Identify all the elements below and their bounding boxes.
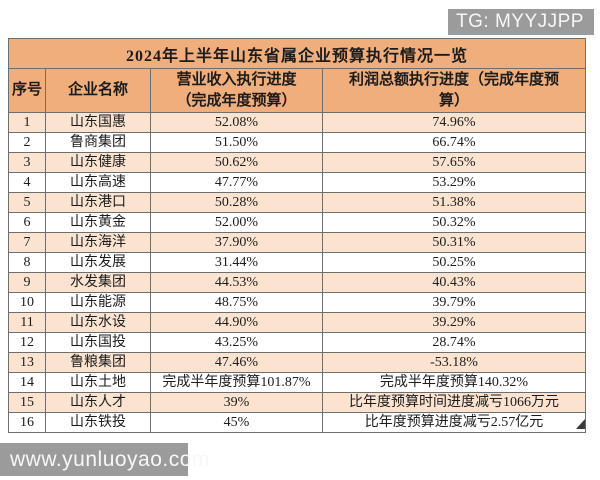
cell-serial: 2 bbox=[8, 132, 46, 153]
cell-company-name: 山东发展 bbox=[45, 252, 151, 273]
cell-serial: 4 bbox=[8, 172, 46, 193]
cell-serial: 10 bbox=[8, 292, 46, 313]
cell-company-name: 山东海洋 bbox=[45, 232, 151, 253]
cell-profit-progress: 50.31% bbox=[321, 232, 587, 253]
cell-revenue-progress: 44.90% bbox=[150, 312, 323, 333]
cell-revenue-progress: 43.25% bbox=[150, 332, 323, 353]
budget-table: 2024年上半年山东省属企业预算执行情况一览 序号 企业名称 营业收入执行进度 … bbox=[7, 38, 587, 433]
cell-serial: 6 bbox=[8, 212, 46, 233]
cell-company-name: 山东健康 bbox=[45, 152, 151, 173]
cell-company-name: 山东高速 bbox=[45, 172, 151, 193]
col-header-company: 企业名称 bbox=[45, 68, 151, 113]
table-title: 2024年上半年山东省属企业预算执行情况一览 bbox=[7, 38, 587, 69]
cell-serial: 5 bbox=[8, 192, 46, 213]
cell-company-name: 水发集团 bbox=[45, 272, 151, 293]
col-header-serial: 序号 bbox=[8, 68, 46, 113]
cell-profit-progress: 51.38% bbox=[321, 192, 587, 213]
cell-revenue-progress: 50.62% bbox=[150, 152, 323, 173]
col-header-revenue: 营业收入执行进度 （完成年度预算） bbox=[150, 68, 323, 113]
table-row: 5 山东港口 50.28% 51.38% bbox=[8, 192, 587, 213]
cell-company-name: 山东土地 bbox=[45, 372, 151, 393]
cell-company-name: 山东能源 bbox=[45, 292, 151, 313]
cell-revenue-progress: 完成半年度预算101.87% bbox=[150, 372, 323, 393]
cell-profit-progress: 50.32% bbox=[321, 212, 587, 233]
cell-profit-progress: 39.79% bbox=[321, 292, 587, 313]
cell-profit-progress: 完成半年度预算140.32% bbox=[321, 372, 587, 393]
cell-company-name: 山东水设 bbox=[45, 312, 151, 333]
table-row: 2 鲁商集团 51.50% 66.74% bbox=[8, 132, 587, 153]
table-row: 15 山东人才 39% 比年度预算时间进度减亏1066万元 bbox=[8, 392, 587, 413]
cell-revenue-progress: 37.90% bbox=[150, 232, 323, 253]
cell-serial: 3 bbox=[8, 152, 46, 173]
cell-company-name: 山东国惠 bbox=[45, 112, 151, 133]
table-title-row: 2024年上半年山东省属企业预算执行情况一览 bbox=[7, 38, 587, 69]
cell-serial: 14 bbox=[8, 372, 46, 393]
cell-revenue-progress: 51.50% bbox=[150, 132, 323, 153]
cell-revenue-progress: 47.77% bbox=[150, 172, 323, 193]
table-row: 10 山东能源 48.75% 39.79% bbox=[8, 292, 587, 313]
table-row: 11 山东水设 44.90% 39.29% bbox=[8, 312, 587, 333]
table-row: 8 山东发展 31.44% 50.25% bbox=[8, 252, 587, 273]
table-row: 13 鲁粮集团 47.46% -53.18% bbox=[8, 352, 587, 373]
watermark-telegram: TG: MYYJJPP bbox=[448, 9, 594, 35]
cell-revenue-progress: 52.00% bbox=[150, 212, 323, 233]
cell-revenue-progress: 44.53% bbox=[150, 272, 323, 293]
table-row: 4 山东高速 47.77% 53.29% bbox=[8, 172, 587, 193]
table-row: 16 山东铁投 45% 比年度预算进度减亏2.57亿元 bbox=[8, 412, 587, 433]
cell-revenue-progress: 39% bbox=[150, 392, 323, 413]
table-header-row: 序号 企业名称 营业收入执行进度 （完成年度预算） 利润总额执行进度（完成年度预… bbox=[8, 68, 587, 113]
cell-revenue-progress: 50.28% bbox=[150, 192, 323, 213]
table-row: 1 山东国惠 52.08% 74.96% bbox=[8, 112, 587, 133]
cell-serial: 1 bbox=[8, 112, 46, 133]
cell-profit-progress: 40.43% bbox=[321, 272, 587, 293]
cell-company-name: 山东港口 bbox=[45, 192, 151, 213]
watermark-website: www.yunluoyao.com bbox=[0, 443, 209, 476]
cell-profit-progress: 74.96% bbox=[321, 112, 587, 133]
cell-profit-progress: 57.65% bbox=[321, 152, 587, 173]
cell-serial: 16 bbox=[8, 412, 46, 433]
cell-serial: 11 bbox=[8, 312, 46, 333]
table-row: 14 山东土地 完成半年度预算101.87% 完成半年度预算140.32% bbox=[8, 372, 587, 393]
cell-profit-progress: 39.29% bbox=[321, 312, 587, 333]
cell-revenue-progress: 48.75% bbox=[150, 292, 323, 313]
table-row: 3 山东健康 50.62% 57.65% bbox=[8, 152, 587, 173]
cell-profit-progress: 28.74% bbox=[321, 332, 587, 353]
cell-revenue-progress: 31.44% bbox=[150, 252, 323, 273]
cell-revenue-progress: 52.08% bbox=[150, 112, 323, 133]
cell-serial: 13 bbox=[8, 352, 46, 373]
cell-company-name: 山东铁投 bbox=[45, 412, 151, 433]
table-row: 9 水发集团 44.53% 40.43% bbox=[8, 272, 587, 293]
table-row: 7 山东海洋 37.90% 50.31% bbox=[8, 232, 587, 253]
cell-company-name: 鲁商集团 bbox=[45, 132, 151, 153]
table-body: 1 山东国惠 52.08% 74.96% 2 鲁商集团 51.50% 66.74… bbox=[8, 112, 587, 433]
cell-company-name: 鲁粮集团 bbox=[45, 352, 151, 373]
cell-profit-progress: -53.18% bbox=[321, 352, 587, 373]
cell-serial: 15 bbox=[8, 392, 46, 413]
cell-profit-progress: 66.74% bbox=[321, 132, 587, 153]
col-header-profit: 利润总额执行进度（完成年度预 算） bbox=[321, 68, 587, 113]
cell-profit-progress: 比年度预算进度减亏2.57亿元 bbox=[321, 412, 587, 433]
cell-serial: 9 bbox=[8, 272, 46, 293]
table-head: 2024年上半年山东省属企业预算执行情况一览 序号 企业名称 营业收入执行进度 … bbox=[7, 38, 587, 113]
cell-company-name: 山东人才 bbox=[45, 392, 151, 413]
cell-profit-progress: 53.29% bbox=[321, 172, 587, 193]
cell-profit-progress: 比年度预算时间进度减亏1066万元 bbox=[321, 392, 587, 413]
cell-profit-progress: 50.25% bbox=[321, 252, 587, 273]
cell-revenue-progress: 45% bbox=[150, 412, 323, 433]
cell-company-name: 山东黄金 bbox=[45, 212, 151, 233]
table-row: 12 山东国投 43.25% 28.74% bbox=[8, 332, 587, 353]
cell-company-name: 山东国投 bbox=[45, 332, 151, 353]
cell-serial: 7 bbox=[8, 232, 46, 253]
table-row: 6 山东黄金 52.00% 50.32% bbox=[8, 212, 587, 233]
page-curl-mark bbox=[576, 419, 585, 429]
cell-serial: 8 bbox=[8, 252, 46, 273]
cell-serial: 12 bbox=[8, 332, 46, 353]
cell-revenue-progress: 47.46% bbox=[150, 352, 323, 373]
